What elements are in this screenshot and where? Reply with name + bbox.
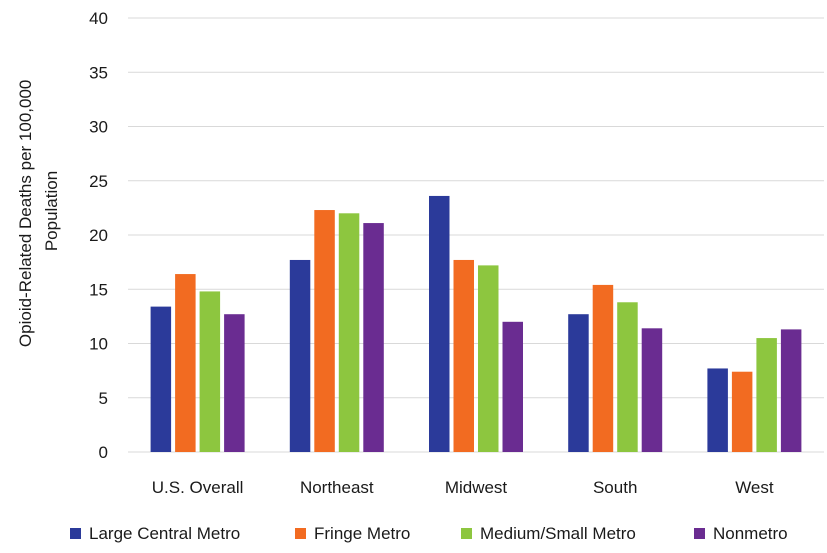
x-category-label: Midwest <box>445 478 508 497</box>
bar <box>780 329 802 452</box>
bar <box>338 213 360 452</box>
legend-label: Large Central Metro <box>89 524 240 543</box>
bar <box>478 265 499 452</box>
bar <box>363 223 384 452</box>
legend-label: Nonmetro <box>713 524 788 543</box>
legend-swatch <box>295 528 306 539</box>
y-axis-title-line-2: Population <box>42 171 61 251</box>
bars <box>150 195 802 452</box>
legend-swatch <box>461 528 472 539</box>
x-category-label: South <box>593 478 637 497</box>
x-category-label: Northeast <box>300 478 374 497</box>
legend-swatch <box>70 528 81 539</box>
bar <box>756 338 777 452</box>
bar <box>453 259 474 452</box>
bar <box>429 195 450 452</box>
bar <box>199 291 221 452</box>
y-tick-label: 25 <box>89 172 108 191</box>
legend-label: Medium/Small Metro <box>480 524 636 543</box>
bar <box>289 259 311 452</box>
y-axis-title-line-1: Opioid-Related Deaths per 100,000 <box>16 80 35 347</box>
y-tick-label: 20 <box>89 226 108 245</box>
y-axis-title: Opioid-Related Deaths per 100,000 Popula… <box>16 75 61 347</box>
y-tick-label: 30 <box>89 118 108 137</box>
bar <box>731 371 753 452</box>
y-axis-ticks: 0 5 10 15 20 25 30 35 40 <box>89 9 108 462</box>
bar <box>224 314 245 452</box>
y-tick-label: 15 <box>89 280 108 299</box>
y-tick-label: 40 <box>89 9 108 28</box>
y-tick-label: 5 <box>99 389 108 408</box>
legend-label: Fringe Metro <box>314 524 410 543</box>
bar <box>641 328 663 452</box>
bar <box>592 284 614 452</box>
bar <box>617 302 638 452</box>
bar <box>502 321 523 452</box>
bar <box>707 368 728 452</box>
y-tick-label: 0 <box>99 443 108 462</box>
legend: Large Central Metro Fringe Metro Medium/Sm… <box>70 524 788 543</box>
x-category-label: West <box>735 478 774 497</box>
bar <box>314 210 335 452</box>
y-tick-label: 35 <box>89 63 108 82</box>
bar <box>175 274 196 452</box>
x-axis-categories: U.S. Overall Northeast Midwest South West <box>152 478 774 497</box>
bar <box>150 306 172 452</box>
legend-swatch <box>694 528 705 539</box>
x-category-label: U.S. Overall <box>152 478 244 497</box>
bar <box>568 314 589 452</box>
y-tick-label: 10 <box>89 335 108 354</box>
